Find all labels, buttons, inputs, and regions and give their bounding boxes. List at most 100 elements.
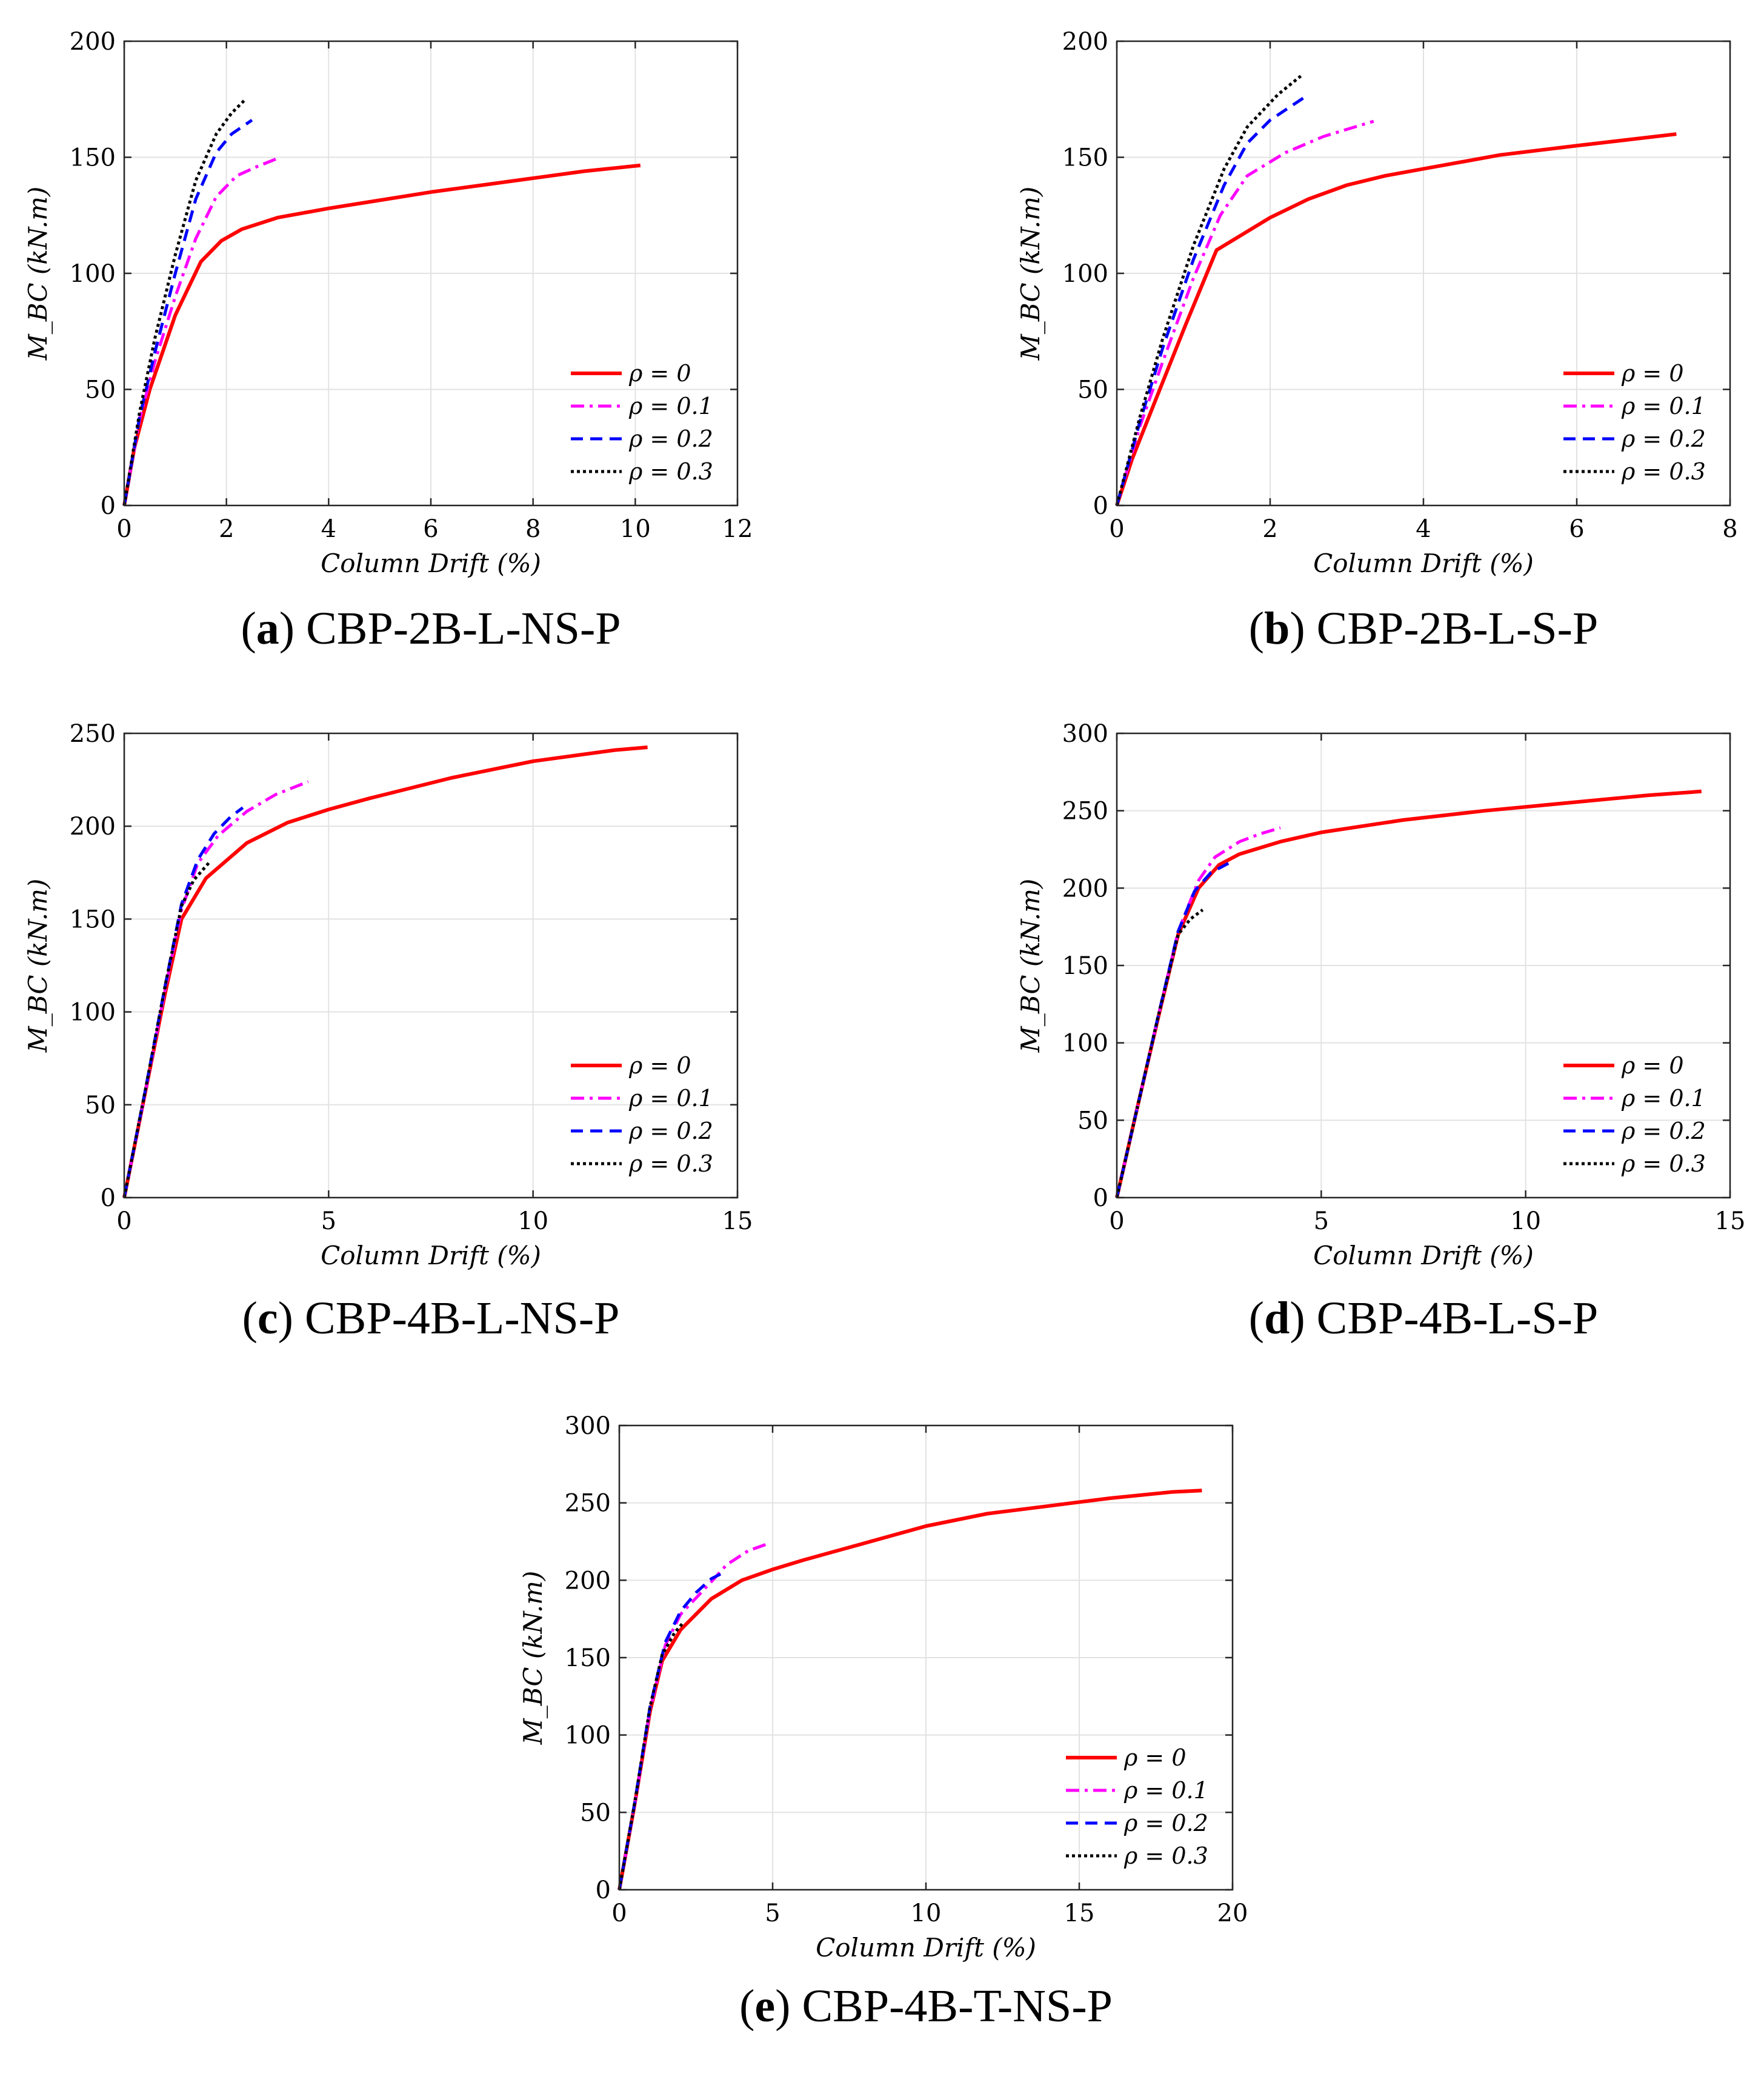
series-line-rho-1 [1115, 826, 1281, 1198]
x-tick-label: 2 [219, 515, 234, 543]
y-tick-label: 200 [1062, 875, 1108, 902]
series-line-rho-2 [122, 806, 244, 1198]
caption-title: CBP-4B-L-S-P [1317, 1293, 1599, 1344]
y-tick-label: 300 [1062, 720, 1108, 748]
x-tick-label: 10 [518, 1207, 548, 1235]
x-tick-label: 2 [1262, 515, 1277, 543]
legend-label-3: ρ = 0.3 [628, 458, 713, 485]
y-tick-label: 100 [70, 260, 116, 288]
caption-title: CBP-4B-L-NS-P [305, 1293, 619, 1344]
y-tick-label: 150 [70, 144, 116, 172]
legend-label-2: ρ = 0.2 [1123, 1810, 1208, 1836]
panel-caption: (b) CBP-2B-L-S-P [1249, 603, 1598, 654]
series-line-rho-1 [1115, 119, 1374, 506]
caption-title: CBP-2B-L-S-P [1317, 603, 1599, 654]
caption-paren-open: ( [1249, 1293, 1264, 1344]
y-tick-label: 200 [70, 28, 116, 56]
x-tick-label: 0 [611, 1899, 627, 1927]
x-axis-label: Column Drift (%) [816, 1933, 1036, 1962]
y-tick-label: 250 [565, 1490, 611, 1518]
y-tick-label: 50 [1077, 1107, 1108, 1135]
series-line-rho-1 [617, 1541, 770, 1890]
x-tick-label: 15 [1064, 1899, 1095, 1927]
panel-caption: (d) CBP-4B-L-S-P [1249, 1293, 1598, 1344]
series-line-rho-0 [1115, 789, 1702, 1198]
x-tick-label: 5 [1314, 1207, 1329, 1235]
y-tick-label: 0 [1093, 492, 1108, 520]
legend-label-0: ρ = 0 [1123, 1744, 1187, 1771]
x-tick-label: 15 [722, 1207, 753, 1235]
x-tick-label: 0 [1109, 1207, 1124, 1235]
caption-paren-close: ) [1290, 1293, 1316, 1344]
caption-paren-close: ) [775, 1981, 802, 2032]
x-tick-label: 4 [1416, 515, 1431, 543]
legend-label-1: ρ = 0.1 [1621, 393, 1706, 419]
y-tick-label: 150 [565, 1644, 611, 1672]
series-line-rho-2 [617, 1572, 722, 1890]
x-tick-label: 4 [321, 515, 336, 543]
x-axis-label: Column Drift (%) [1313, 1241, 1534, 1270]
caption-title: CBP-2B-L-NS-P [306, 603, 621, 654]
series-line-rho-2 [1115, 860, 1233, 1198]
x-tick-label: 0 [116, 515, 131, 543]
legend-label-1: ρ = 0.1 [1123, 1777, 1208, 1804]
caption-letter: e [754, 1981, 775, 2032]
x-tick-label: 10 [911, 1899, 942, 1927]
series-line-rho-2 [122, 119, 253, 506]
axes-box [123, 732, 739, 1199]
x-tick-label: 5 [765, 1899, 780, 1927]
y-tick-label: 0 [1093, 1184, 1108, 1212]
y-tick-label: 50 [85, 1092, 116, 1119]
series-line-rho-3 [122, 860, 211, 1198]
x-tick-label: 0 [116, 1207, 131, 1235]
y-tick-label: 100 [1062, 260, 1108, 288]
caption-paren-close: ) [279, 603, 306, 654]
legend-label-2: ρ = 0.2 [1621, 1118, 1706, 1144]
y-tick-label: 300 [565, 1412, 611, 1440]
y-tick-label: 200 [70, 813, 116, 841]
caption-letter: a [256, 603, 279, 654]
series-line-rho-0 [122, 745, 648, 1198]
chart-b: 0 2 4 6 8 0 50 100 150 200 Column Drift (%) M_BC (k… [1016, 28, 1738, 654]
x-tick-label: 8 [1722, 515, 1737, 543]
panel-caption: (e) CBP-4B-T-NS-P [739, 1981, 1113, 2032]
legend-label-1: ρ = 0.1 [628, 1085, 713, 1112]
caption-paren-open: ( [241, 603, 256, 654]
series-line-rho-0 [617, 1489, 1202, 1890]
y-tick-label: 250 [70, 720, 116, 748]
y-tick-label: 150 [70, 905, 116, 933]
x-axis-label: Column Drift (%) [321, 549, 541, 578]
panel-caption: (c) CBP-4B-L-NS-P [242, 1293, 620, 1344]
legend-label-3: ρ = 0.3 [1621, 1150, 1706, 1177]
y-tick-label: 100 [70, 999, 116, 1027]
chart-a: 0 2 4 6 8 10 12 0 50 100 150 200 Column Drift (%) M_B… [23, 28, 753, 654]
series-line-rho-1 [122, 157, 278, 506]
y-tick-label: 0 [101, 1184, 116, 1212]
x-tick-label: 5 [321, 1207, 336, 1235]
y-tick-label: 150 [1062, 952, 1108, 980]
caption-paren-open: ( [739, 1981, 754, 2032]
x-axis-label: Column Drift (%) [1313, 549, 1534, 578]
legend-label-0: ρ = 0 [1621, 360, 1684, 387]
y-tick-label: 50 [1077, 376, 1108, 404]
legend-label-3: ρ = 0.3 [628, 1150, 713, 1177]
y-tick-label: 200 [1062, 28, 1108, 56]
x-tick-label: 10 [1510, 1207, 1541, 1235]
series-line-rho-3 [617, 1621, 685, 1890]
x-tick-label: 6 [1569, 515, 1584, 543]
caption-paren-open: ( [242, 1293, 258, 1344]
y-tick-label: 150 [1062, 144, 1108, 172]
series-line-rho-0 [122, 163, 641, 506]
x-axis-label: Column Drift (%) [321, 1241, 541, 1270]
x-tick-label: 6 [423, 515, 438, 543]
caption-title: CBP-4B-T-NS-P [802, 1981, 1112, 2032]
caption-paren-close: ) [1290, 603, 1316, 654]
x-tick-label: 8 [525, 515, 541, 543]
legend-label-1: ρ = 0.1 [628, 393, 713, 419]
caption-letter: d [1264, 1293, 1290, 1344]
y-axis-label: M_BC (kN.m) [1016, 187, 1045, 361]
